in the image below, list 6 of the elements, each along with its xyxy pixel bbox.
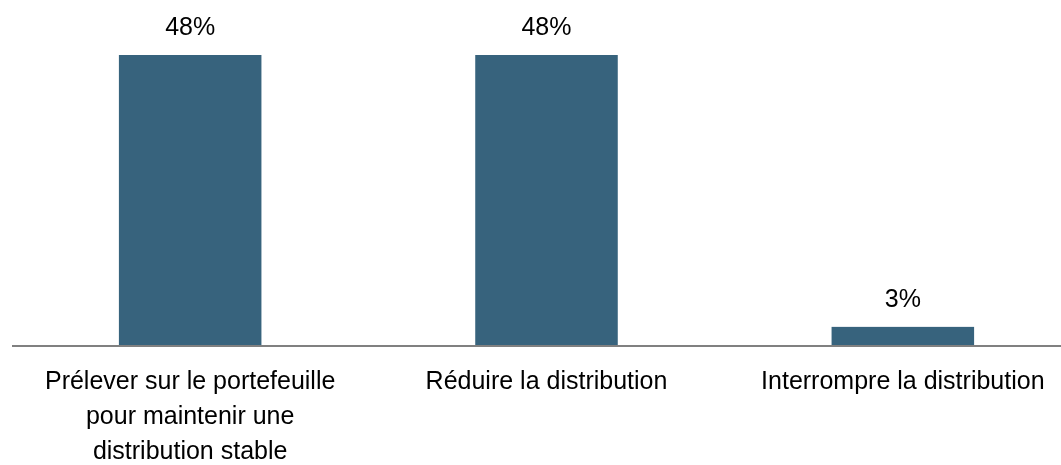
x-tick-label: Réduire la distribution [425,366,668,394]
data-label: 48% [521,12,572,40]
data-label: 3% [884,283,921,312]
x-tick-label: Prélever sur le portefeuille pour maintenir une distribution stable [44,366,336,464]
x-tick-label: Interrompre la distribution [761,366,1045,394]
data-label: 48% [165,12,216,40]
